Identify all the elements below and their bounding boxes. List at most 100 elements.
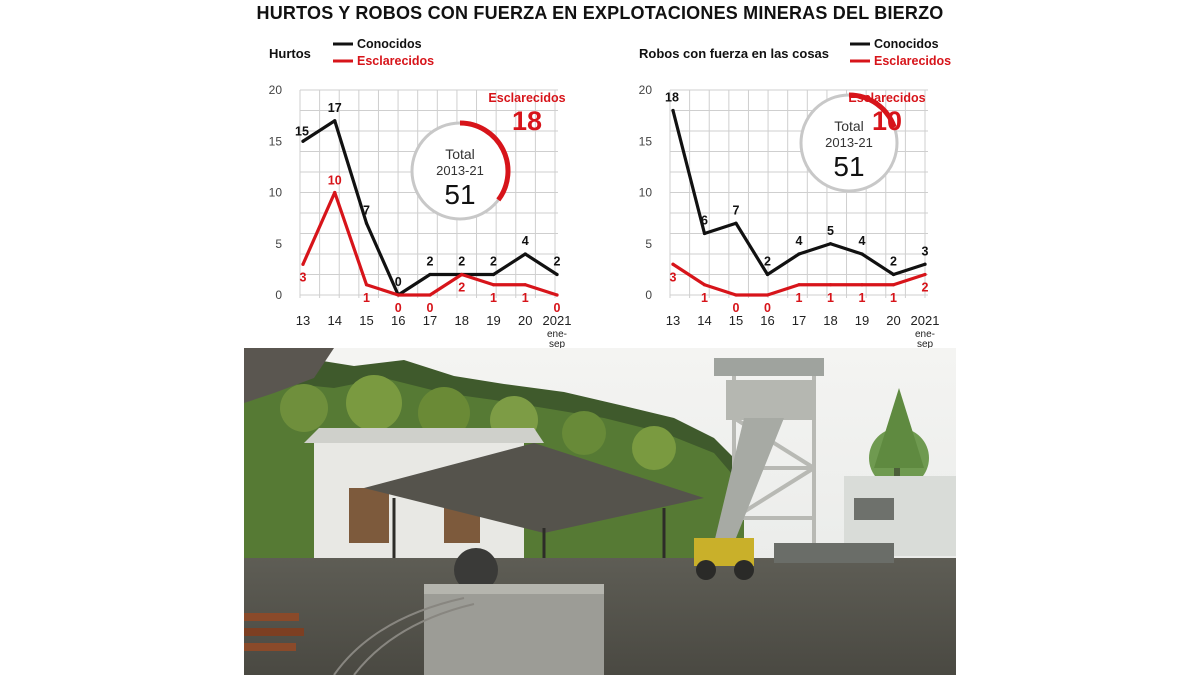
total-value: 51 xyxy=(444,179,475,210)
y-tick-label: 5 xyxy=(275,237,282,251)
data-label: 15 xyxy=(295,124,309,138)
data-point xyxy=(491,283,496,287)
data-label: 0 xyxy=(395,301,402,315)
total-value: 51 xyxy=(833,151,864,182)
data-label: 1 xyxy=(701,291,708,305)
data-point xyxy=(797,283,801,287)
data-label: 3 xyxy=(300,270,307,284)
data-label: 0 xyxy=(554,301,561,315)
data-label: 7 xyxy=(363,203,370,217)
data-label: 4 xyxy=(796,234,803,248)
data-point xyxy=(765,272,770,277)
data-point xyxy=(671,262,675,266)
total-label: Total xyxy=(834,118,864,134)
data-point xyxy=(333,119,337,123)
x-tick-label: 13 xyxy=(296,313,310,328)
data-point xyxy=(364,283,369,287)
x-tick-label: 20 xyxy=(886,313,900,328)
main-title: HURTOS Y ROBOS CON FUERZA EN EXPLOTACION… xyxy=(256,3,944,23)
data-point xyxy=(555,272,559,277)
x-tick-label: 15 xyxy=(359,313,373,328)
x-tick-label: 16 xyxy=(760,313,774,328)
y-tick-label: 0 xyxy=(645,288,652,302)
data-label: 2 xyxy=(922,281,929,295)
data-point xyxy=(797,252,801,256)
data-label: 1 xyxy=(859,291,866,305)
x-tick-label: 18 xyxy=(823,313,837,328)
y-tick-label: 10 xyxy=(639,186,653,200)
data-point xyxy=(364,221,369,225)
data-label: 4 xyxy=(859,234,866,248)
data-label: 0 xyxy=(733,301,740,315)
data-label: 1 xyxy=(796,291,803,305)
data-point xyxy=(396,293,400,297)
data-point xyxy=(523,283,527,287)
mine-photo xyxy=(244,348,956,675)
data-point xyxy=(734,293,738,297)
data-label: 2 xyxy=(427,255,434,269)
legend-label: Esclarecidos xyxy=(874,54,951,68)
y-tick-label: 15 xyxy=(639,134,653,148)
data-label: 1 xyxy=(522,291,529,305)
solved-label: Esclarecidos xyxy=(488,91,565,105)
data-label: 1 xyxy=(827,291,834,305)
data-label: 2 xyxy=(554,255,561,269)
x-tick-label: 19 xyxy=(855,313,869,328)
x-tick-label: 13 xyxy=(666,313,680,328)
x-tick-label: 17 xyxy=(792,313,806,328)
chart-title: Robos con fuerza en las cosas xyxy=(639,46,829,61)
data-point xyxy=(828,242,833,246)
data-point xyxy=(671,108,675,113)
x-tick-label: 14 xyxy=(697,313,711,328)
data-label: 2 xyxy=(890,255,897,269)
legend-label: Conocidos xyxy=(357,37,422,51)
y-tick-label: 20 xyxy=(269,83,283,97)
y-tick-label: 20 xyxy=(639,83,653,97)
data-point xyxy=(734,221,738,225)
data-point xyxy=(428,293,432,297)
x-tick-label: 15 xyxy=(729,313,743,328)
data-point xyxy=(555,293,559,297)
data-label: 0 xyxy=(764,301,771,315)
data-point xyxy=(923,262,927,266)
data-point xyxy=(428,272,432,277)
chart-title: Hurtos xyxy=(269,46,311,61)
data-label: 3 xyxy=(670,270,677,284)
x-tick-note: sep xyxy=(917,339,934,350)
solved-arc xyxy=(848,92,897,128)
data-point xyxy=(860,252,864,256)
data-point xyxy=(491,272,496,277)
data-label: 18 xyxy=(665,91,679,105)
data-point xyxy=(523,252,527,256)
data-label: 2 xyxy=(490,255,497,269)
data-label: 2 xyxy=(458,281,465,295)
data-point xyxy=(891,283,896,287)
data-label: 1 xyxy=(490,291,497,305)
mine-photo-image xyxy=(244,348,956,675)
data-point xyxy=(301,262,305,266)
x-tick-label: 14 xyxy=(328,313,342,328)
x-tick-label: 17 xyxy=(423,313,437,328)
total-period: 2013-21 xyxy=(436,163,484,178)
y-tick-label: 10 xyxy=(269,186,283,200)
data-point xyxy=(923,272,927,277)
x-tick-label: 18 xyxy=(455,313,469,328)
data-label: 10 xyxy=(328,174,342,188)
data-point xyxy=(460,272,464,277)
data-label: 2 xyxy=(764,255,771,269)
x-tick-note: sep xyxy=(549,339,566,350)
data-label: 4 xyxy=(522,234,529,248)
y-tick-label: 15 xyxy=(269,134,283,148)
y-tick-label: 0 xyxy=(275,288,282,302)
data-label: 3 xyxy=(922,244,929,258)
solved-value: 10 xyxy=(872,106,902,136)
data-point xyxy=(860,283,864,287)
solved-label: Esclarecidos xyxy=(848,91,925,105)
data-label: 1 xyxy=(363,291,370,305)
data-label: 0 xyxy=(395,275,402,289)
legend-label: Conocidos xyxy=(874,37,939,51)
data-point xyxy=(891,272,896,277)
x-tick-label: 16 xyxy=(391,313,405,328)
data-point xyxy=(702,231,707,236)
x-tick-note: ene- xyxy=(915,329,935,340)
